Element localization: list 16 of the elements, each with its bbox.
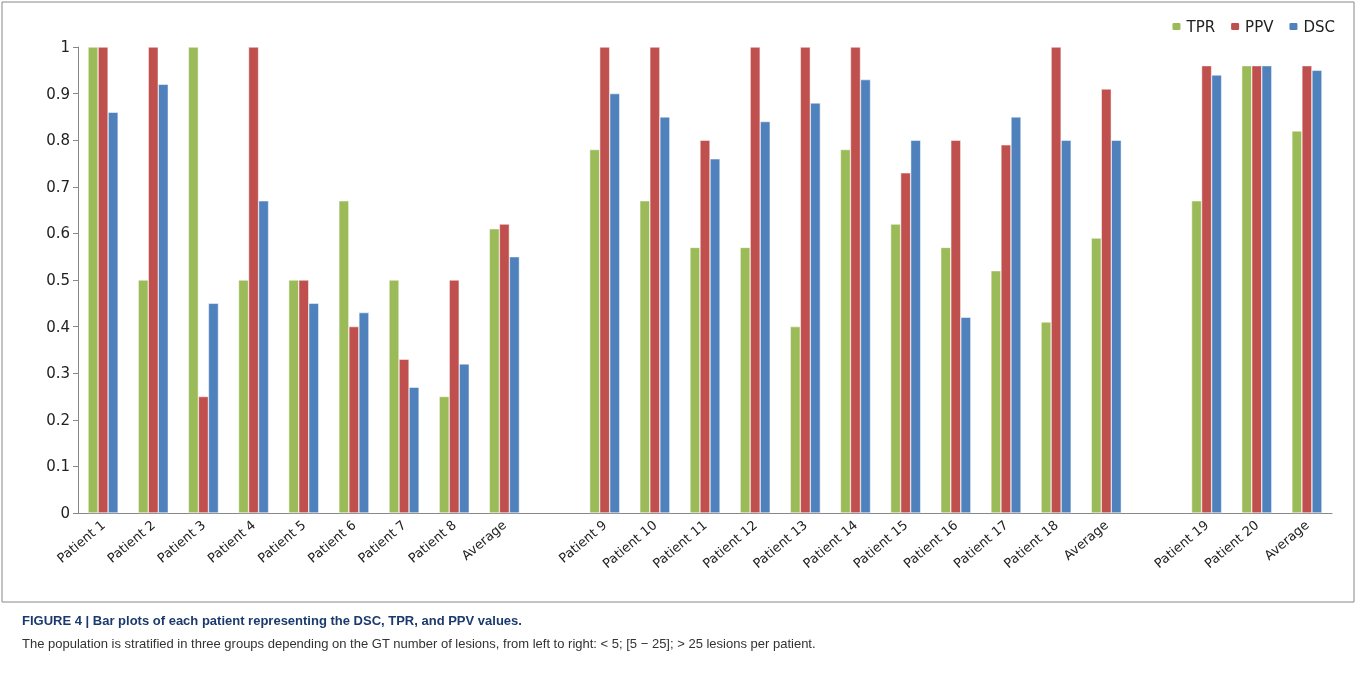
y-tick-label: 0.7 — [46, 177, 70, 196]
y-tick-label: 1 — [60, 38, 70, 56]
y-tick-label: 0.2 — [46, 410, 70, 429]
y-tick-label: 0.3 — [46, 364, 70, 383]
y-tick-label: 0.4 — [46, 317, 70, 336]
y-tick-label: 0.9 — [46, 84, 70, 103]
legend-label: PPV — [1245, 17, 1275, 36]
y-tick-label: 0 — [60, 504, 70, 522]
legend-label: DSC — [1303, 17, 1335, 36]
legend-label: TPR — [1185, 17, 1216, 36]
y-tick-label: 0.5 — [46, 271, 70, 289]
caption: FIGURE 4 | Bar plots of each patient representing the DSC, TPR, and PPV values. — [22, 613, 522, 628]
text: The population is stratified in three groups depending on the GT number of lesions, from left to right: < 5; [5 − 25]; > 25 lesions per patient. — [22, 636, 816, 651]
y-tick-label: 0.8 — [46, 131, 70, 150]
y-tick-label: 0.1 — [46, 457, 70, 476]
y-tick-label: 0.6 — [46, 224, 70, 243]
